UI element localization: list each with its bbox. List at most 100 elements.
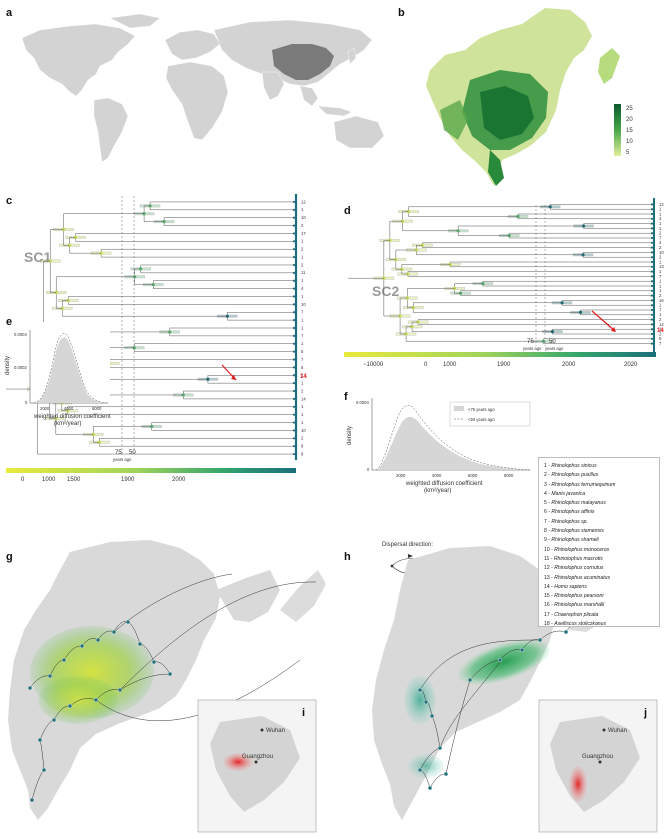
species-legend-item: 6 - Rhinolophus affinis	[544, 509, 595, 516]
tree-tip	[292, 263, 296, 267]
species-legend-item: 14 - Homo sapiens	[544, 583, 587, 590]
density-e-xtick-0: 2000	[40, 406, 50, 411]
map-h-green-cloud	[458, 639, 550, 685]
china-highlight	[272, 44, 334, 80]
species-legend-item: 2 - Rhinolophus pusillus	[544, 472, 599, 479]
tree-tip	[292, 240, 296, 243]
species-legend-item: 16 - Rhinolophus marshalli	[544, 602, 605, 609]
tree-tip-label: 10	[659, 250, 664, 255]
tree-tip-label: 2	[301, 436, 304, 441]
tree-tip	[292, 216, 296, 219]
tree-tip-label: 7	[301, 357, 304, 362]
inset-j-red-cloud	[569, 766, 587, 802]
dispersal-line	[445, 679, 471, 775]
colorbar-b-tick-2: 15	[626, 128, 633, 134]
species-legend-item: 13 - Rhinolophus acuminatus	[544, 574, 610, 581]
map-node	[417, 767, 423, 773]
tree-tip-label: 1	[301, 254, 304, 259]
tree-tip	[292, 445, 296, 448]
tree-tip-label: 7	[659, 235, 662, 240]
tree-tip-label: 2	[301, 223, 304, 228]
tree-tip-label: 4	[301, 286, 304, 291]
density-e-ylabel: density	[5, 356, 11, 375]
tree-branch	[457, 225, 584, 236]
tree-tip	[292, 350, 296, 353]
tree-tip	[650, 265, 654, 268]
dispersal-node-left	[390, 564, 394, 568]
tree-tip-label: 1	[659, 303, 662, 308]
tree-tip-label: 1	[659, 279, 662, 284]
density-f-ylabel: density	[347, 426, 353, 445]
tree-tip	[292, 303, 296, 306]
tree-tip	[650, 289, 654, 292]
tree-tip	[292, 295, 296, 298]
map-node	[29, 797, 35, 803]
panel-label-c: c	[6, 195, 12, 207]
tree-tip-label: 1	[659, 327, 662, 332]
inset-i-guangzhou: Guangzhou	[242, 754, 273, 760]
indonesia-shape	[317, 105, 353, 117]
inset-i-wuhan-dot	[260, 728, 264, 732]
species-legend-item: 10 - Rhinolophus monoceros	[544, 546, 610, 553]
tree-node	[560, 301, 564, 305]
tree-tip-label: 1	[659, 221, 662, 226]
dispersal-line	[539, 630, 567, 641]
tree-tip	[650, 270, 654, 273]
tree-tip-label: 1	[301, 207, 304, 212]
tree-tip-label: 1	[659, 288, 662, 293]
tree-tip-label: 1	[659, 211, 662, 216]
map-node	[467, 677, 473, 683]
map-node	[423, 699, 429, 705]
map-node	[61, 657, 67, 663]
tree-tip	[650, 208, 654, 211]
colorbar-b-tick-0: 25	[626, 106, 633, 112]
density-f-ytick-0: 0.0004	[356, 400, 369, 405]
tree-tip-label: 1	[301, 341, 304, 346]
tree-tip-label: 1	[659, 226, 662, 231]
tree-tip-label: 17	[301, 231, 306, 236]
tree-branch	[151, 422, 294, 431]
tree-tip	[650, 323, 654, 326]
tree-branch	[140, 264, 294, 274]
dispersal-line	[119, 673, 171, 691]
map-node	[151, 659, 157, 665]
tree-branch	[583, 223, 652, 229]
dispersal-line	[119, 581, 317, 691]
tree-tip	[292, 319, 296, 322]
density-e-ytick-1: 0.0002	[14, 365, 27, 370]
tree-tip	[650, 337, 654, 340]
tree-branch	[422, 242, 652, 248]
tree-tip-label: 10	[301, 215, 306, 220]
timescale-d-bar	[344, 352, 656, 357]
tree-branch	[61, 300, 228, 317]
india-shape	[261, 71, 285, 101]
tree-branch	[153, 280, 294, 289]
map-node	[41, 767, 47, 773]
tree-tip	[292, 279, 296, 282]
panel-label-b: b	[398, 7, 405, 19]
map-node	[27, 685, 33, 691]
panel-label-d: d	[344, 205, 351, 217]
tree-branch	[460, 290, 652, 296]
density-f-xunit: (km²/year)	[424, 488, 451, 494]
tree-tip	[292, 311, 296, 314]
tree-tip-label: 1	[301, 381, 304, 386]
tree-tip	[292, 374, 296, 377]
tree-tip	[650, 294, 654, 297]
map-g-density-cloud-2	[38, 676, 118, 724]
tree-tip	[650, 212, 654, 216]
dispersal-line	[469, 659, 501, 681]
tree-tip	[292, 358, 296, 361]
density-e-xtick-2: 6000	[92, 406, 102, 411]
tree-node	[54, 417, 58, 421]
tree-tip	[650, 299, 654, 302]
map-node	[111, 629, 117, 635]
map-node	[67, 703, 73, 709]
panel-b-china-density-map: b 25 20 15 10 5	[398, 7, 633, 186]
tree-node	[582, 224, 586, 228]
tree-tip	[292, 429, 296, 432]
panel-label-a: a	[6, 7, 13, 19]
density-f-legend-1: <50 years ago	[468, 417, 495, 422]
tree-tip-label: 7	[659, 307, 662, 312]
